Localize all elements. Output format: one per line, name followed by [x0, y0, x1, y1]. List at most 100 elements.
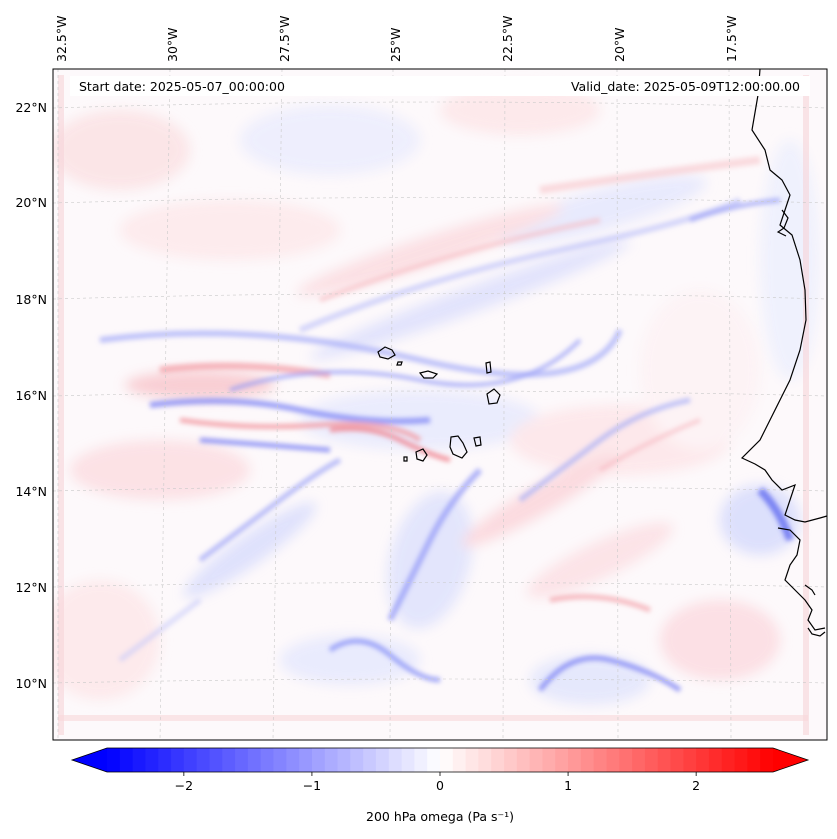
colorbar-swatch: [235, 748, 249, 772]
colorbar-swatch: [721, 748, 736, 772]
lat-label-12n: 12°N: [15, 580, 47, 595]
colorbar-swatch: [183, 748, 198, 772]
colorbar-swatch: [427, 748, 441, 772]
lon-label-30w: 30°W: [165, 27, 180, 62]
colorbar-swatch: [478, 748, 492, 772]
colorbar-swatch: [414, 748, 428, 772]
colorbar-swatch: [247, 748, 262, 772]
colorbar-swatch: [299, 748, 313, 772]
colorbar: −2 −1 0 1 2 200 hPa omega (Pa s⁻¹): [70, 747, 810, 824]
colorbar-outline: [70, 747, 810, 773]
colorbar-swatch: [504, 748, 518, 772]
colorbar-tick-label: 0: [436, 778, 444, 793]
colorbar-swatch: [516, 748, 531, 772]
colorbar-label: 200 hPa omega (Pa s⁻¹): [366, 809, 514, 824]
colorbar-swatch: [222, 748, 236, 772]
omega-fine-streaks: [99, 156, 794, 693]
omega-field: [53, 75, 820, 735]
colorbar-swatch: [145, 748, 159, 772]
start-date-label: Start date: 2025-05-07_00:00:00: [79, 79, 285, 94]
lon-label-17-5w: 17.5°W: [724, 16, 739, 62]
cape-verde-santiago: [449, 435, 468, 459]
cape-verde-sal: [485, 361, 492, 374]
map-panel: [52, 68, 828, 741]
colorbar-swatch: [324, 748, 339, 772]
colorbar-swatch: [363, 748, 377, 772]
colorbar-tick-label: 1: [564, 778, 572, 793]
lat-label-10n: 10°N: [15, 676, 47, 691]
latitude-labels: 22°N 20°N 18°N 16°N 14°N 12°N 10°N: [15, 100, 47, 691]
colorbar-extend-max: [773, 748, 808, 772]
colorbar-swatch: [337, 748, 351, 772]
info-bar: [70, 76, 810, 96]
graticule: [53, 69, 827, 740]
colorbar-tick-label: −2: [175, 778, 193, 793]
colorbar-swatch: [632, 748, 646, 772]
colorbar-swatch: [734, 748, 748, 772]
colorbar-swatch: [644, 748, 659, 772]
colorbar-swatch: [593, 748, 607, 772]
colorbar-swatch: [209, 748, 223, 772]
colorbar-swatch: [375, 748, 390, 772]
valid-date-label: Valid_date: 2025-05-09T12:00:00.00: [571, 79, 800, 94]
colorbar-swatch: [760, 748, 774, 772]
lon-label-20w: 20°W: [612, 27, 627, 62]
cape-verde-sao-vicente: [396, 361, 403, 366]
colorbar-swatch: [196, 748, 210, 772]
colorbar-swatch: [107, 748, 121, 772]
colorbar-swatch: [401, 748, 415, 772]
colorbar-swatches: [107, 748, 774, 772]
colorbar-swatch: [260, 748, 274, 772]
omega-broad-patterns: [53, 85, 820, 705]
cape-verde-fogo: [415, 448, 428, 462]
cape-verde-brava: [403, 456, 408, 462]
colorbar-tick-label: 2: [692, 778, 700, 793]
colorbar-swatch: [708, 748, 723, 772]
colorbar-swatch: [158, 748, 172, 772]
coastlines: [377, 68, 828, 637]
colorbar-swatch: [350, 748, 364, 772]
colorbar-swatch: [171, 748, 185, 772]
colorbar-swatch: [311, 748, 326, 772]
colorbar-swatch: [119, 748, 134, 772]
colorbar-swatch: [465, 748, 479, 772]
lon-label-27-5w: 27.5°W: [277, 16, 292, 62]
africa-coastline: [740, 68, 828, 523]
colorbar-swatch: [670, 748, 684, 772]
cape-verde-santo-antao: [377, 346, 396, 360]
lat-label-14n: 14°N: [15, 484, 47, 499]
cape-verde-boa-vista: [486, 388, 501, 405]
colorbar-tick-label: −1: [303, 778, 321, 793]
cape-verde-maio: [473, 436, 482, 447]
map-border: [52, 68, 828, 741]
colorbar-swatch: [388, 748, 403, 772]
colorbar-swatch: [555, 748, 569, 772]
colorbar-swatch: [273, 748, 287, 772]
lon-label-25w: 25°W: [388, 27, 403, 62]
colorbar-swatch: [657, 748, 672, 772]
lat-label-20n: 20°N: [15, 195, 47, 210]
lon-label-22-5w: 22.5°W: [500, 16, 515, 62]
colorbar-swatch: [696, 748, 710, 772]
colorbar-swatch: [529, 748, 543, 772]
lat-label-22n: 22°N: [15, 100, 47, 115]
lat-label-16n: 16°N: [15, 388, 47, 403]
colorbar-swatch: [606, 748, 620, 772]
colorbar-swatch: [440, 748, 454, 772]
colorbar-swatch: [619, 748, 633, 772]
colorbar-swatch: [542, 748, 556, 772]
colorbar-swatch: [568, 748, 582, 772]
colorbar-extend-min: [72, 748, 107, 772]
lat-label-18n: 18°N: [15, 292, 47, 307]
longitude-labels: 32.5°W 30°W 27.5°W 25°W 22.5°W 20°W 17.5…: [54, 16, 739, 62]
colorbar-swatch: [132, 748, 146, 772]
colorbar-swatch: [580, 748, 595, 772]
lon-label-32-5w: 32.5°W: [54, 16, 69, 62]
colorbar-swatch: [747, 748, 761, 772]
colorbar-ticks: −2 −1 0 1 2: [175, 772, 700, 793]
colorbar-swatch: [491, 748, 505, 772]
colorbar-swatch: [452, 748, 467, 772]
cape-verde-sao-nicolau: [418, 370, 439, 379]
colorbar-swatch: [286, 748, 300, 772]
